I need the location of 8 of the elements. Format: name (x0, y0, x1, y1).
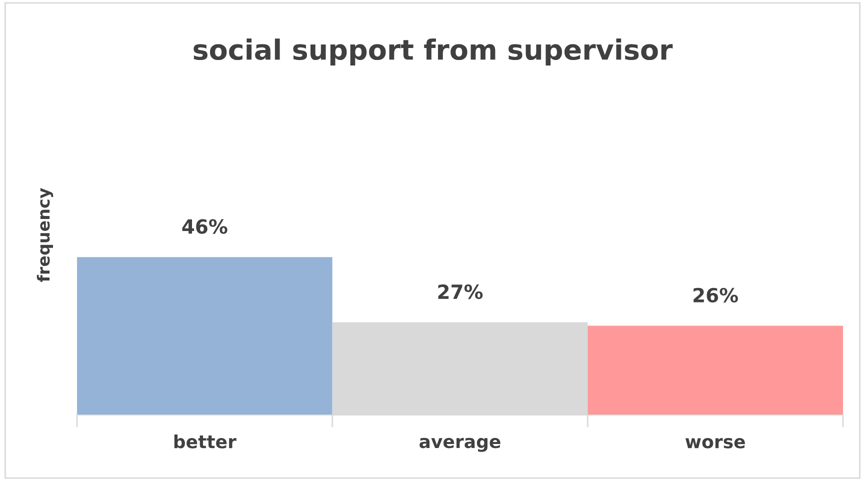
x-tick-label: average (420, 438, 500, 452)
data-label: 27% (438, 284, 483, 300)
chart-title: social support from supervisor (194, 38, 673, 66)
data-label: 26% (694, 288, 738, 303)
x-tick-label: worse (685, 438, 745, 448)
data-label: 46% (182, 219, 228, 234)
x-tick-label: better (174, 434, 236, 448)
y-axis-title: frequency (36, 188, 54, 282)
